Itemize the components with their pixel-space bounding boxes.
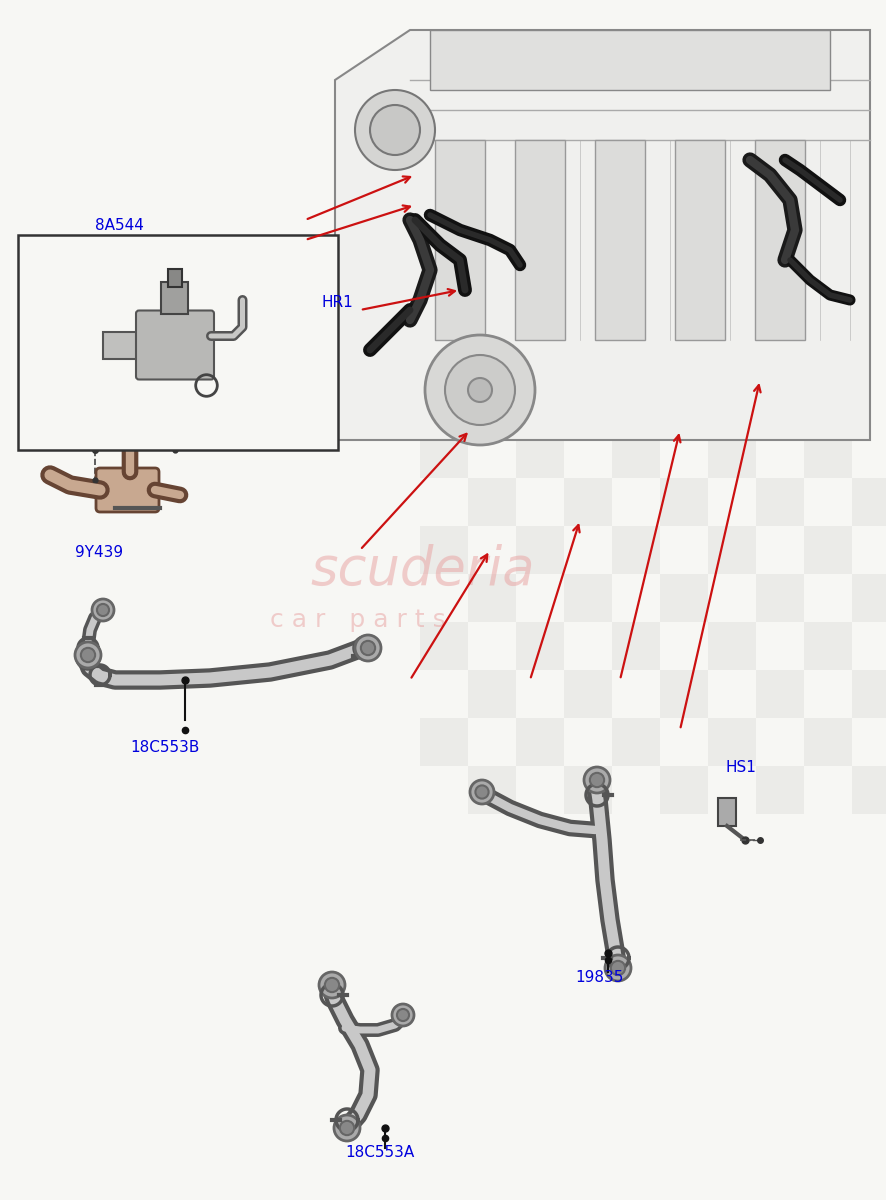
Bar xyxy=(468,766,516,814)
Bar xyxy=(659,478,707,526)
Bar xyxy=(851,670,886,718)
Bar xyxy=(420,526,468,574)
Bar xyxy=(851,766,886,814)
Bar xyxy=(516,718,563,766)
Circle shape xyxy=(470,780,494,804)
Bar xyxy=(103,331,139,359)
Circle shape xyxy=(97,604,109,616)
Bar xyxy=(803,718,851,766)
Circle shape xyxy=(354,635,381,661)
Bar xyxy=(420,430,468,478)
Bar xyxy=(161,282,189,313)
Bar xyxy=(516,430,563,478)
Circle shape xyxy=(81,648,95,662)
Bar xyxy=(563,766,611,814)
Bar xyxy=(803,430,851,478)
Circle shape xyxy=(589,773,603,787)
Text: scuderia: scuderia xyxy=(309,544,534,596)
Bar xyxy=(595,140,644,340)
Text: HR1: HR1 xyxy=(322,295,354,310)
Polygon shape xyxy=(335,30,869,440)
Bar xyxy=(515,140,564,340)
Bar xyxy=(659,670,707,718)
Bar xyxy=(755,574,803,622)
Bar xyxy=(516,622,563,670)
Circle shape xyxy=(319,972,345,998)
Bar xyxy=(803,526,851,574)
Bar xyxy=(717,798,735,826)
Bar xyxy=(803,622,851,670)
Bar xyxy=(434,140,485,340)
Circle shape xyxy=(583,767,610,793)
Bar xyxy=(659,574,707,622)
Bar xyxy=(707,622,755,670)
Bar xyxy=(707,430,755,478)
FancyBboxPatch shape xyxy=(136,311,214,379)
Circle shape xyxy=(92,599,114,622)
Circle shape xyxy=(445,355,515,425)
Bar xyxy=(755,478,803,526)
Text: 9Y439: 9Y439 xyxy=(75,545,123,560)
Circle shape xyxy=(369,104,420,155)
Text: 18C553A: 18C553A xyxy=(345,1145,414,1160)
Text: c a r   p a r t s: c a r p a r t s xyxy=(269,608,446,632)
Bar xyxy=(851,478,886,526)
Bar xyxy=(18,235,338,450)
Bar xyxy=(468,478,516,526)
Text: 19835: 19835 xyxy=(574,970,623,985)
Circle shape xyxy=(610,961,625,976)
Circle shape xyxy=(475,785,488,799)
Circle shape xyxy=(75,642,101,668)
Circle shape xyxy=(392,1004,414,1026)
Circle shape xyxy=(354,90,434,170)
Bar xyxy=(674,140,724,340)
Bar xyxy=(468,670,516,718)
Bar xyxy=(755,766,803,814)
Circle shape xyxy=(468,378,492,402)
Bar xyxy=(851,574,886,622)
Bar xyxy=(611,430,659,478)
Bar xyxy=(611,718,659,766)
Bar xyxy=(563,670,611,718)
FancyBboxPatch shape xyxy=(96,468,159,512)
Bar xyxy=(516,526,563,574)
Text: 18C553B: 18C553B xyxy=(130,740,199,755)
Bar xyxy=(563,574,611,622)
Bar xyxy=(563,478,611,526)
Circle shape xyxy=(324,978,338,992)
Bar xyxy=(468,574,516,622)
Bar xyxy=(754,140,804,340)
Bar xyxy=(611,622,659,670)
Bar xyxy=(420,622,468,670)
Bar xyxy=(430,30,829,90)
Circle shape xyxy=(604,955,630,982)
Bar xyxy=(167,269,182,287)
Bar xyxy=(707,526,755,574)
Text: 8A544: 8A544 xyxy=(95,218,144,233)
Bar xyxy=(707,718,755,766)
Bar xyxy=(755,670,803,718)
Circle shape xyxy=(339,1121,354,1135)
Circle shape xyxy=(397,1009,408,1021)
Bar xyxy=(611,526,659,574)
Text: HS1: HS1 xyxy=(725,760,756,775)
Bar xyxy=(659,766,707,814)
Circle shape xyxy=(361,641,375,655)
Circle shape xyxy=(334,1115,360,1141)
Bar xyxy=(420,718,468,766)
Circle shape xyxy=(424,335,534,445)
